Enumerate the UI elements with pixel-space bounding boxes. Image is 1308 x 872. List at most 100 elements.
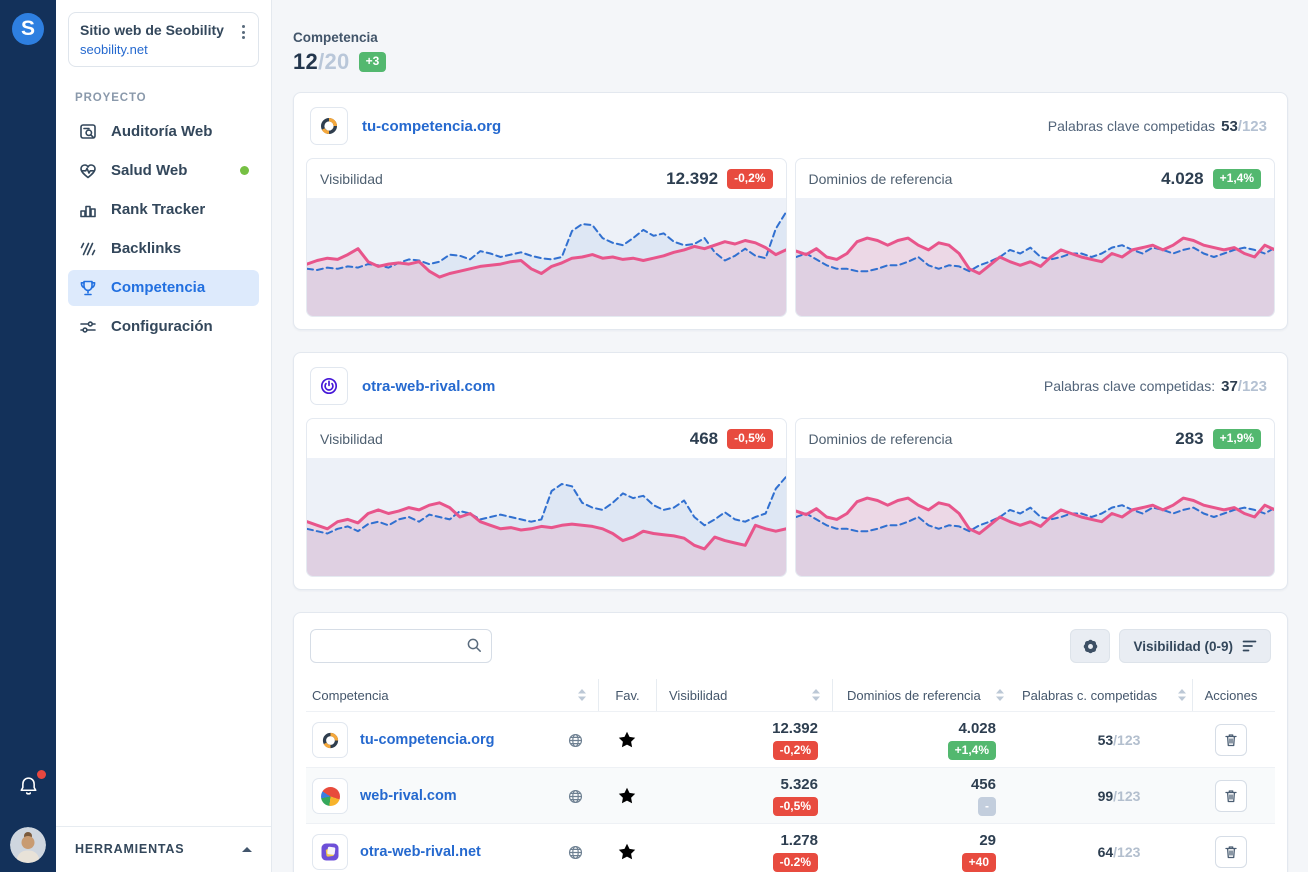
sidebar-section-label: PROYECTO <box>75 91 147 104</box>
avatar-image <box>10 827 46 863</box>
competitor-domain-link[interactable]: otra-web-rival.com <box>362 377 496 395</box>
sort-order-button[interactable]: Visibilidad (0-9) <box>1119 629 1271 663</box>
favicon-box <box>312 834 348 870</box>
project-domain-link[interactable]: seobility.net <box>80 41 148 57</box>
globe-icon[interactable] <box>567 788 584 805</box>
competitors-table-card: Visibilidad (0-9) Competencia Fav. <box>293 612 1288 872</box>
change-badge: +1,9% <box>1212 429 1261 449</box>
panel-value: 283 <box>1175 429 1204 448</box>
sidebar-item-label: Competencia <box>111 279 206 296</box>
visibility-value: 1.278 <box>780 831 818 849</box>
delete-competitor-button[interactable] <box>1214 780 1247 812</box>
sort-button-label: Visibilidad (0-9) <box>1133 638 1233 654</box>
change-badge: +1,4% <box>1212 169 1261 189</box>
trash-icon <box>1224 846 1237 859</box>
ref-domains-panel: Dominios de referencia 4.028 +1,4% <box>794 158 1275 317</box>
sidebar-item-rank-tracker[interactable]: Rank Tracker <box>68 192 259 228</box>
sort-arrows-icon[interactable] <box>996 689 1004 701</box>
sidebar-item-competencia[interactable]: Competencia <box>68 269 259 306</box>
panel-label: Dominios de referencia <box>808 431 953 447</box>
search-icon <box>467 638 481 652</box>
favicon-box <box>310 367 348 405</box>
sidebar-item-label: Configuración <box>111 318 213 335</box>
sort-arrows-icon[interactable] <box>812 689 820 701</box>
favorite-star-button[interactable] <box>598 842 656 862</box>
keywords-label: Palabras clave competidas: <box>1043 377 1216 394</box>
project-selector[interactable]: Sitio web de Seobility seobility.net <box>68 12 259 67</box>
delete-competitor-button[interactable] <box>1214 724 1247 756</box>
ref-domains-value: 29 <box>979 831 996 849</box>
visibility-panel: Visibilidad 12.392 -0,2% <box>306 158 787 317</box>
keywords-cell: 53/123 <box>1097 732 1141 748</box>
purple-stack-favicon-icon <box>321 843 339 861</box>
sort-arrows-icon[interactable] <box>1178 689 1186 701</box>
table-settings-button[interactable] <box>1070 629 1111 663</box>
favorite-star-button[interactable] <box>598 786 656 806</box>
globe-icon[interactable] <box>567 732 584 749</box>
competitor-domain-link[interactable]: web-rival.com <box>360 788 457 804</box>
sidebar-item-label: Auditoría Web <box>111 123 213 140</box>
trophy-icon <box>80 280 96 295</box>
ref-domains-change-badge: - <box>978 796 996 817</box>
visibility-sparkline-chart <box>307 458 786 576</box>
table-row: otra-web-rival.net 1.278 -0.2% 29 +40 64… <box>306 823 1275 872</box>
sort-arrows-icon[interactable] <box>578 689 586 701</box>
notifications-bell-icon[interactable] <box>17 770 46 803</box>
kebab-menu-icon[interactable] <box>240 22 247 57</box>
favorite-star-button[interactable] <box>598 730 656 750</box>
column-header-competencia[interactable]: Competencia <box>306 679 598 711</box>
main-content: Competencia 12/20 +3 tu-competencia.org … <box>272 0 1308 872</box>
visibility-value: 12.392 <box>772 719 818 737</box>
trash-icon <box>1224 734 1237 747</box>
competitor-domain-link[interactable]: tu-competencia.org <box>362 117 502 135</box>
star-icon <box>618 731 636 748</box>
panel-label: Dominios de referencia <box>808 171 953 187</box>
status-dot <box>240 166 249 175</box>
column-header-visibilidad[interactable]: Visibilidad <box>656 679 832 711</box>
table-row: tu-competencia.org 12.392 -0,2% 4.028 +1… <box>306 711 1275 767</box>
ref-domains-panel: Dominios de referencia 283 +1,9% <box>794 418 1275 577</box>
panel-value: 12.392 <box>666 169 719 188</box>
favicon-box <box>310 107 348 145</box>
ring-favicon-icon <box>322 732 338 748</box>
ref-domains-change-badge: +1,4% <box>947 740 996 761</box>
sidebar-item-backlinks[interactable]: Backlinks <box>68 231 259 267</box>
sort-descending-icon <box>1242 640 1257 652</box>
ref-domains-sparkline-chart <box>795 458 1275 576</box>
audit-document-magnifier-icon <box>80 123 96 139</box>
backlinks-slashes-icon <box>80 242 96 255</box>
keywords-total: /123 <box>1237 377 1267 395</box>
column-header-fav: Fav. <box>598 679 656 711</box>
column-header-palabras[interactable]: Palabras c. competidas <box>1010 679 1192 711</box>
seobility-logo[interactable]: S <box>12 13 44 45</box>
keywords-value: 37 <box>1221 377 1238 395</box>
panel-value: 468 <box>689 429 719 448</box>
keywords-cell: 99/123 <box>1097 788 1141 804</box>
globe-icon[interactable] <box>567 844 584 861</box>
competitor-domain-link[interactable]: otra-web-rival.net <box>360 844 481 860</box>
panel-label: Visibilidad <box>320 431 383 447</box>
column-header-dominios[interactable]: Dominios de referencia <box>832 679 1010 711</box>
competitor-card: tu-competencia.org Palabras clave compet… <box>293 92 1288 330</box>
competitor-domain-link[interactable]: tu-competencia.org <box>360 732 495 748</box>
sidebar-item-configuracion[interactable]: Configuración <box>68 309 259 345</box>
star-icon <box>618 843 636 860</box>
visibility-change-badge: -0,2% <box>772 740 818 761</box>
sidebar-item-salud-web[interactable]: Salud Web <box>68 153 259 189</box>
delete-competitor-button[interactable] <box>1214 836 1247 868</box>
user-avatar[interactable] <box>10 827 46 863</box>
competitor-card: otra-web-rival.com Palabras clave compet… <box>293 352 1288 590</box>
brand-rail: S <box>0 0 56 872</box>
project-title: Sitio web de Seobility <box>80 22 224 38</box>
visibility-change-badge: -0.2% <box>772 852 818 872</box>
ref-domains-value: 456 <box>970 775 996 793</box>
pie-favicon-icon <box>320 786 340 806</box>
change-badge: -0,5% <box>727 429 773 449</box>
heart-pulse-icon <box>80 163 96 178</box>
star-icon <box>618 787 636 804</box>
search-input[interactable] <box>310 629 492 663</box>
ref-domains-change-badge: +40 <box>961 852 996 872</box>
sidebar-item-auditoria-web[interactable]: Auditoría Web <box>68 114 259 150</box>
visibility-change-badge: -0,5% <box>772 796 818 817</box>
tools-collapse-bar[interactable]: HERRAMIENTAS <box>56 826 271 872</box>
